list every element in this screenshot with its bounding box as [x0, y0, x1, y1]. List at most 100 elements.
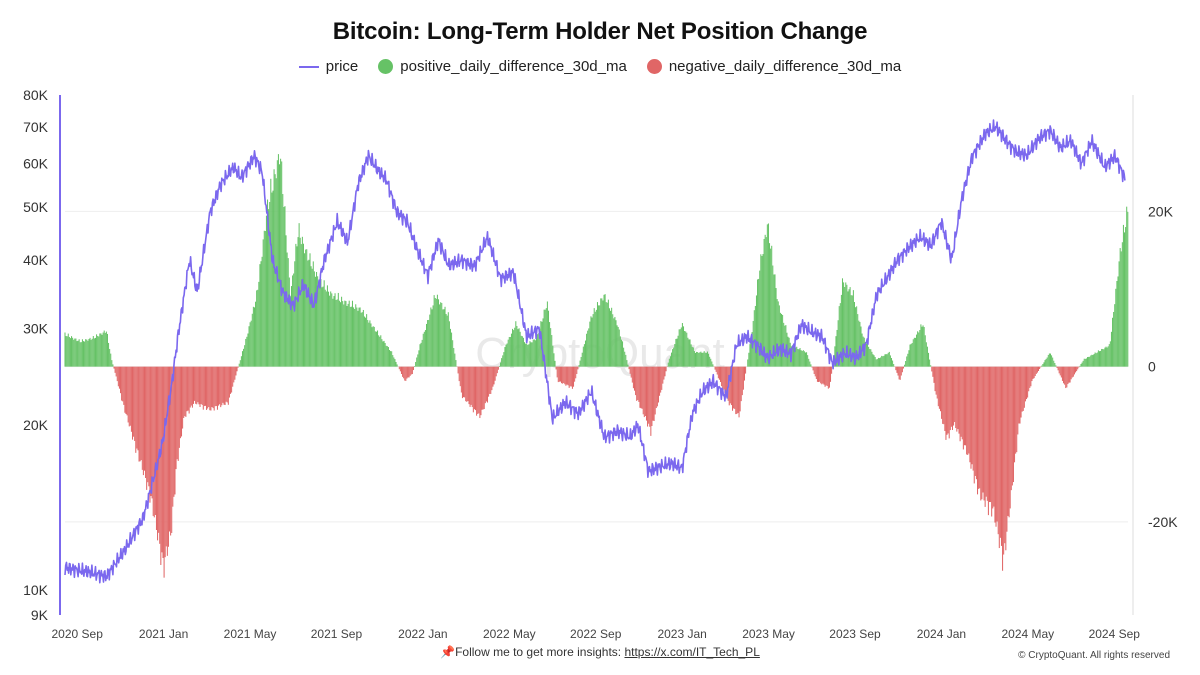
negative-bar	[408, 366, 410, 378]
positive-bar	[890, 358, 893, 367]
positive-bar	[844, 286, 846, 367]
positive-bar	[353, 307, 355, 367]
negative-bar	[139, 366, 141, 462]
positive-bar	[393, 357, 395, 367]
positive-bar	[543, 309, 545, 367]
positive-bar	[708, 353, 710, 367]
negative-bar	[463, 366, 465, 398]
positive-bar	[594, 311, 596, 367]
positive-bar	[369, 320, 371, 367]
negative-bar	[1010, 366, 1012, 491]
negative-bar	[131, 366, 134, 440]
negative-bar	[224, 366, 226, 406]
legend-item-price[interactable]: price	[298, 58, 358, 75]
positive-bar	[686, 332, 688, 367]
positive-bar	[1120, 251, 1122, 367]
positive-bar	[244, 345, 246, 367]
positive-bar	[249, 322, 251, 367]
legend-item-negative[interactable]: negative_daily_difference_30d_ma	[646, 58, 901, 75]
positive-bar	[506, 343, 508, 367]
positive-bar	[1105, 346, 1107, 367]
positive-bar	[893, 364, 895, 367]
positive-bar	[853, 302, 855, 367]
positive-bar	[1048, 353, 1050, 367]
positive-bar	[1114, 304, 1116, 367]
positive-bar	[250, 320, 252, 367]
positive-bar	[362, 309, 364, 367]
negative-bar	[948, 366, 950, 439]
negative-bar	[460, 366, 462, 393]
positive-bar	[105, 331, 107, 367]
negative-bar	[960, 366, 962, 437]
negative-bar	[715, 366, 717, 372]
positive-bar	[307, 260, 309, 367]
positive-bar	[349, 306, 351, 367]
positive-bar	[281, 161, 283, 367]
positive-bar	[1090, 355, 1092, 367]
y-left-tick-label: 20K	[23, 417, 49, 433]
positive-bar	[782, 314, 784, 367]
negative-bar	[479, 366, 481, 419]
positive-bar	[318, 283, 320, 367]
negative-bar	[1009, 366, 1011, 509]
negative-bar	[819, 366, 821, 382]
positive-bar	[284, 206, 286, 367]
positive-bar	[908, 350, 910, 367]
negative-bar	[639, 366, 641, 408]
positive-bar	[108, 342, 110, 367]
negative-bar	[169, 366, 171, 532]
negative-bar	[577, 366, 579, 370]
positive-bar	[837, 320, 839, 367]
negative-bar	[990, 366, 992, 503]
positive-bar	[682, 326, 685, 367]
positive-bar	[858, 320, 860, 367]
positive-bar	[384, 343, 386, 367]
positive-bar	[596, 302, 599, 367]
positive-bar	[531, 342, 533, 367]
positive-bar	[449, 328, 451, 367]
positive-bar	[507, 339, 509, 367]
legend-item-positive[interactable]: positive_daily_difference_30d_ma	[378, 58, 627, 75]
negative-bar	[477, 366, 479, 414]
negative-bar	[943, 366, 945, 425]
footer-link[interactable]: https://x.com/IT_Tech_PL	[624, 645, 760, 659]
positive-bar	[252, 306, 254, 367]
positive-bar	[625, 354, 627, 367]
positive-bar	[775, 288, 777, 367]
negative-bar	[472, 366, 474, 413]
positive-bar	[607, 299, 609, 367]
positive-bar	[1041, 365, 1043, 367]
negative-bar	[636, 366, 638, 401]
positive-bar	[923, 327, 925, 367]
negative-bar	[555, 366, 557, 370]
positive-bar	[296, 246, 298, 367]
negative-bar	[936, 366, 938, 399]
negative-bar	[127, 366, 129, 423]
negative-bar	[118, 366, 120, 389]
positive-bar	[1049, 353, 1051, 367]
positive-bar	[64, 332, 66, 367]
positive-bar	[1046, 357, 1048, 367]
negative-bar	[968, 366, 970, 454]
positive-bar	[498, 365, 500, 367]
negative-bar	[970, 366, 972, 469]
negative-bar	[211, 366, 213, 408]
positive-bar	[75, 338, 77, 367]
negative-bar	[650, 366, 652, 436]
negative-bar	[475, 366, 477, 411]
positive-bar	[302, 243, 304, 367]
positive-bar	[422, 333, 424, 367]
positive-bar	[335, 299, 337, 367]
negative-bar	[236, 366, 238, 372]
negative-bar	[237, 366, 239, 368]
negative-bar	[813, 366, 815, 375]
negative-bar	[1028, 366, 1030, 392]
positive-bar	[758, 278, 760, 367]
positive-bar	[65, 336, 67, 367]
negative-bar	[171, 366, 173, 533]
negative-bar	[643, 366, 645, 418]
negative-bar	[135, 366, 137, 453]
positive-bar	[755, 295, 757, 367]
negative-bar	[959, 366, 961, 442]
positive-bar	[599, 305, 601, 367]
